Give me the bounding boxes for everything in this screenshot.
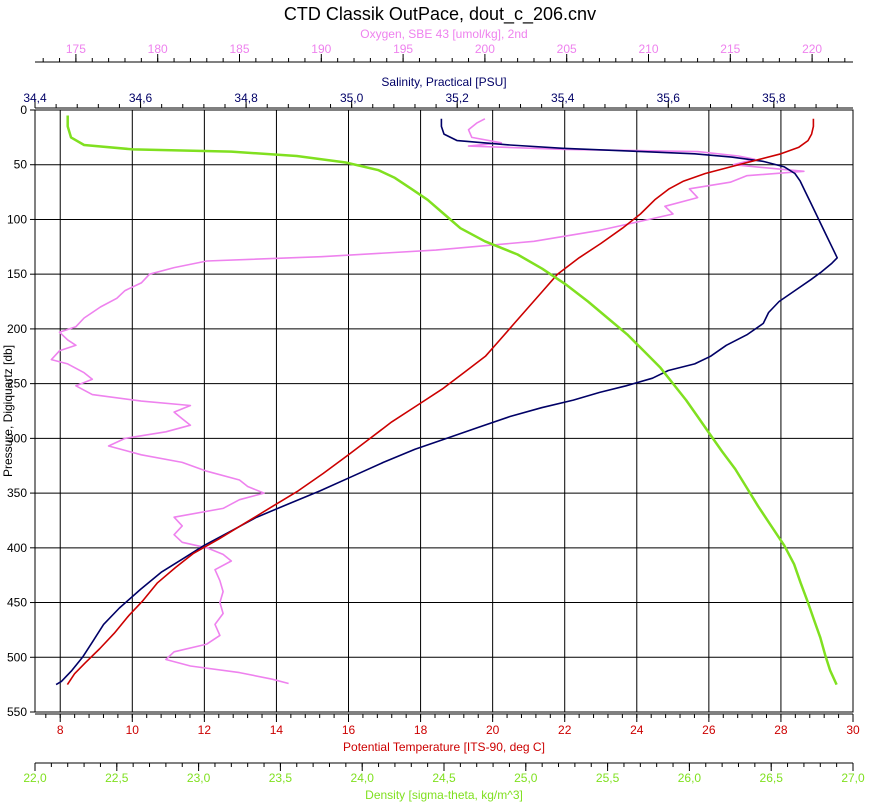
temperature-tick-label: 12 — [198, 723, 212, 737]
temperature-tick-label: 18 — [414, 723, 428, 737]
y-tick-label: 400 — [7, 541, 27, 555]
oxygen-tick-label: 190 — [311, 42, 331, 56]
temperature-tick-label: 30 — [846, 723, 860, 737]
salinity-tick-label: 35,8 — [762, 91, 786, 105]
density-tick-label: 22,0 — [23, 771, 47, 785]
density-tick-label: 25,0 — [514, 771, 538, 785]
salinity-tick-label: 34,8 — [234, 91, 258, 105]
salinity-axis-label: Salinity, Practical [PSU] — [381, 75, 506, 89]
oxygen-tick-label: 185 — [229, 42, 249, 56]
salinity-tick-label: 35,4 — [551, 91, 575, 105]
density-tick-label: 25,5 — [596, 771, 620, 785]
oxygen-tick-label: 220 — [802, 42, 822, 56]
oxygen-tick-label: 180 — [148, 42, 168, 56]
axes: 0 50 100 150 200 250 300 350 400 450 500 550 Pressur… — [1, 27, 865, 802]
density-tick-label: 26,5 — [760, 771, 784, 785]
y-tick-label: 250 — [7, 377, 27, 391]
oxygen-tick-label: 215 — [720, 42, 740, 56]
salinity-tick-label: 35,6 — [657, 91, 681, 105]
temperature-axis-label: Potential Temperature [ITS-90, deg C] — [343, 740, 545, 754]
y-tick-label: 500 — [7, 650, 27, 664]
temperature-profile-line — [66, 118, 815, 686]
temperature-tick-label: 10 — [126, 723, 140, 737]
y-tick-label: 450 — [7, 596, 27, 610]
salinity-tick-label: 34,6 — [129, 91, 153, 105]
y-tick-label: 350 — [7, 486, 27, 500]
oxygen-tick-label: 205 — [557, 42, 577, 56]
density-tick-label: 24,0 — [351, 771, 375, 785]
oxygen-axis-label: Oxygen, SBE 43 [umol/kg], 2nd — [360, 27, 527, 41]
y-tick-label: 550 — [7, 705, 27, 719]
y-tick-label: 100 — [7, 212, 27, 226]
y-tick-label: 200 — [7, 322, 27, 336]
y-tick-label: 50 — [14, 158, 28, 172]
salinity-tick-label: 35,2 — [446, 91, 470, 105]
oxygen-tick-label: 200 — [475, 42, 495, 56]
salinity-profile-line — [55, 118, 839, 686]
temperature-tick-label: 22 — [558, 723, 572, 737]
temperature-tick-label: 28 — [774, 723, 788, 737]
series-group — [50, 115, 839, 686]
density-tick-label: 26,0 — [678, 771, 702, 785]
density-profile-line — [66, 115, 838, 686]
density-axis-label: Density [sigma-theta, kg/m^3] — [365, 788, 523, 802]
chart-title: CTD Classik OutPace, dout_c_206.cnv — [284, 4, 596, 25]
oxygen-tick-label: 195 — [393, 42, 413, 56]
density-tick-label: 23,5 — [269, 771, 293, 785]
temperature-tick-label: 8 — [57, 723, 64, 737]
salinity-tick-label: 35,0 — [340, 91, 364, 105]
temperature-tick-label: 14 — [270, 723, 284, 737]
temperature-tick-label: 20 — [486, 723, 500, 737]
y-tick-label: 150 — [7, 267, 27, 281]
temperature-tick-label: 16 — [342, 723, 356, 737]
y-axis-label: Pressure, Digiquartz [db] — [1, 345, 15, 477]
temperature-tick-label: 26 — [702, 723, 716, 737]
oxygen-profile-line — [50, 118, 805, 685]
density-tick-label: 22,5 — [105, 771, 129, 785]
y-tick-label: 300 — [7, 431, 27, 445]
y-tick-label: 0 — [20, 103, 27, 117]
density-tick-label: 27,0 — [841, 771, 865, 785]
grid-lines — [35, 109, 854, 713]
oxygen-tick-label: 175 — [66, 42, 86, 56]
salinity-tick-label: 34,4 — [23, 91, 47, 105]
density-tick-label: 24,5 — [432, 771, 456, 785]
temperature-tick-label: 24 — [630, 723, 644, 737]
oxygen-tick-label: 210 — [638, 42, 658, 56]
density-tick-label: 23,0 — [187, 771, 211, 785]
plot-frame — [34, 109, 854, 713]
